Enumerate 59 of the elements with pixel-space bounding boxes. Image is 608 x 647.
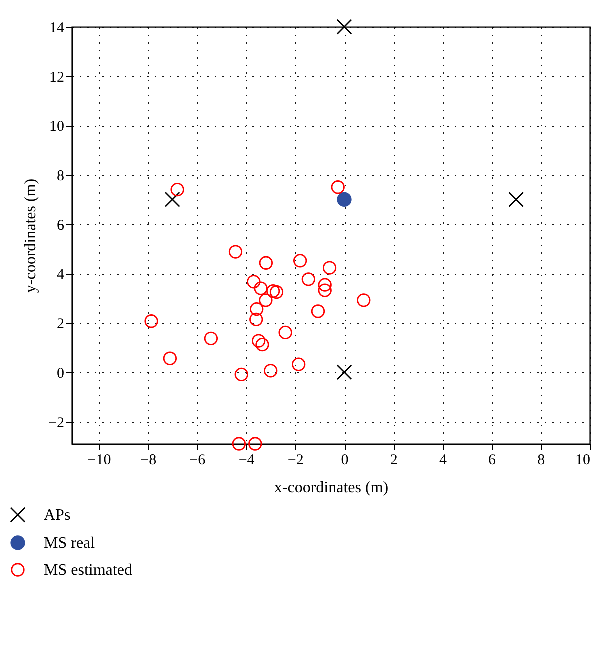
x-tick-label: 2 <box>390 452 398 468</box>
point <box>250 312 264 326</box>
point <box>144 314 158 328</box>
point <box>256 338 270 352</box>
y-tick-label: 2 <box>57 316 64 333</box>
point <box>270 285 284 300</box>
point <box>248 437 262 451</box>
point <box>508 192 524 208</box>
y-axis-title: y-coordinates (m) <box>22 178 40 294</box>
x-tick-label: 4 <box>439 452 448 468</box>
y-tick-label: 6 <box>57 218 65 234</box>
legend-label: MS real <box>44 535 96 552</box>
point <box>254 282 268 296</box>
legend-label: APs <box>44 507 71 524</box>
x-axis-title: x-coordinates (m) <box>274 480 389 496</box>
legend-label: MS estimated <box>44 562 132 579</box>
y-tick-label: 10 <box>50 119 64 136</box>
point <box>204 332 218 346</box>
x-tick-label: 0 <box>341 452 349 468</box>
point <box>318 284 332 298</box>
point <box>250 302 264 316</box>
x-tick-label: −8 <box>140 452 157 468</box>
y-tick-label: 14 <box>50 20 65 36</box>
x-tick-label: −4 <box>238 452 256 468</box>
point <box>278 326 292 340</box>
point <box>331 180 345 194</box>
point <box>302 272 316 286</box>
point <box>259 294 273 308</box>
point <box>318 278 332 292</box>
point <box>292 358 306 372</box>
point <box>357 294 371 308</box>
x-tick-label: −10 <box>88 452 112 468</box>
x-tick-label: −6 <box>190 452 206 468</box>
point <box>264 364 278 378</box>
point <box>293 254 308 268</box>
point <box>252 334 266 348</box>
point <box>311 304 326 318</box>
point <box>322 261 337 275</box>
x-tick-label: −2 <box>288 452 304 468</box>
y-tick-label: 12 <box>50 70 64 86</box>
point <box>247 275 261 289</box>
x-tick-label: 8 <box>538 452 546 468</box>
point <box>163 352 178 366</box>
point <box>228 245 243 259</box>
point <box>266 284 280 298</box>
point <box>336 19 352 35</box>
point <box>259 256 274 270</box>
y-tick-label: 8 <box>57 168 64 185</box>
point <box>170 183 184 197</box>
point <box>337 192 352 208</box>
point <box>164 192 180 208</box>
x-tick-label: 6 <box>488 452 497 468</box>
point <box>232 437 246 451</box>
point <box>234 368 248 382</box>
x-tick-label: 10 <box>576 452 590 468</box>
y-tick-label: 0 <box>57 366 64 382</box>
point <box>336 364 352 380</box>
y-tick-label: −2 <box>48 415 64 432</box>
y-tick-label: 4 <box>57 267 65 284</box>
